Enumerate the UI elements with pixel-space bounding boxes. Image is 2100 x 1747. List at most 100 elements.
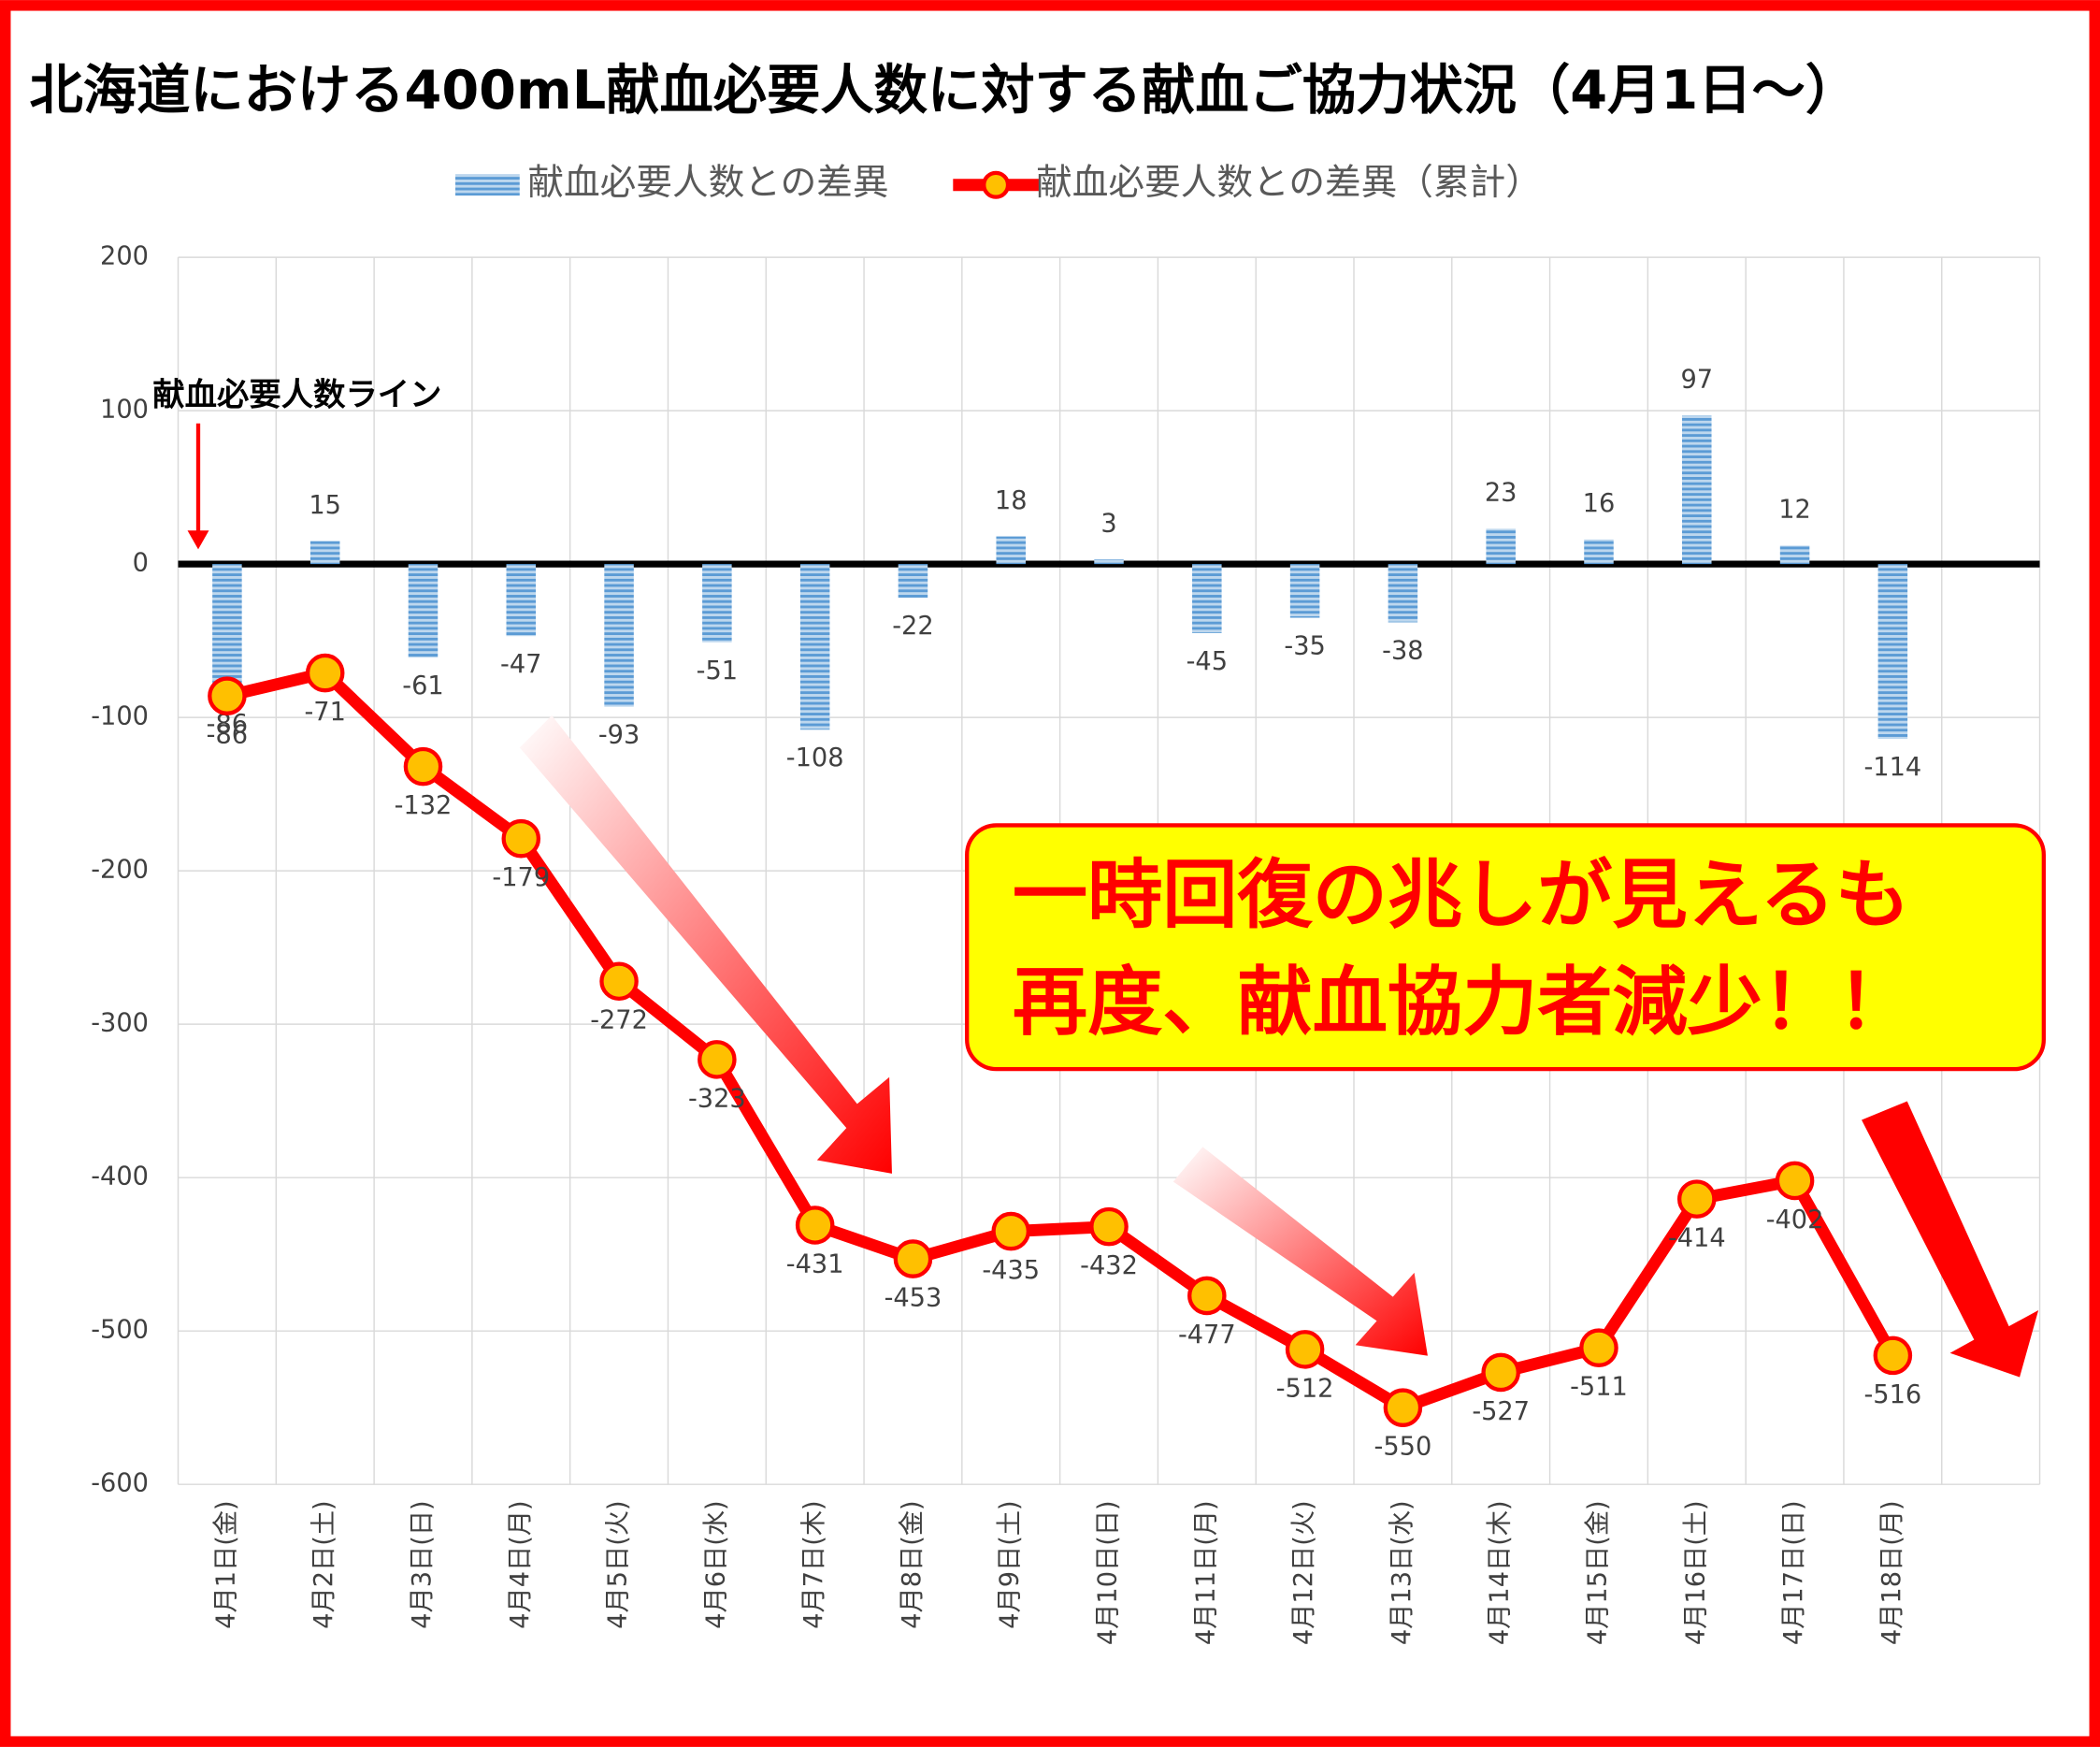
line-label: -516: [1863, 1380, 1921, 1409]
bar-label: 15: [309, 491, 341, 520]
bar: [604, 564, 634, 707]
x-tick-label: 4月10日(日): [1094, 1500, 1123, 1645]
bar-label: 23: [1485, 479, 1517, 508]
line-label: -414: [1668, 1224, 1726, 1253]
legend-label: 献血必要人数との差異（累計）: [1036, 162, 1542, 204]
bar-label: -22: [892, 612, 933, 641]
bar: [1486, 528, 1516, 565]
x-tick-label: 4月18日(月): [1877, 1500, 1906, 1645]
legend-label: 献血必要人数との差異: [527, 162, 888, 204]
line-label: -86: [207, 721, 248, 750]
bar-label: 97: [1680, 365, 1713, 394]
y-tick-label: -100: [91, 702, 149, 731]
y-tick-label: -300: [91, 1009, 149, 1038]
line-label: -432: [1080, 1251, 1138, 1280]
plot: -600 -500 -400 -300 -200 -100 0 100 200 4月1日(金) 4月…: [91, 242, 2041, 1645]
callout-text: 再度、献血協力者減少！！: [1013, 959, 1912, 1046]
bar-label: 16: [1583, 489, 1616, 518]
y-tick-label: -200: [91, 856, 149, 885]
line-label: -71: [304, 698, 345, 727]
x-tick-label: 4月16日(土): [1681, 1500, 1710, 1645]
x-tick-label: 4月1日(金): [211, 1500, 240, 1628]
bar: [898, 564, 928, 599]
bar: [799, 564, 830, 730]
bar-label: -38: [1382, 636, 1423, 665]
line-label: -435: [982, 1256, 1040, 1285]
marker: [1481, 1352, 1520, 1393]
bar: [1877, 564, 1908, 740]
bar-label: -108: [786, 744, 844, 772]
marker: [1187, 1276, 1227, 1316]
x-tick-label: 4月15日(金): [1583, 1500, 1612, 1645]
bar: [1094, 559, 1124, 565]
arrow-head: [187, 530, 209, 550]
line-label: -477: [1178, 1321, 1236, 1350]
callout: [965, 823, 2046, 1072]
y-tick-label: -500: [91, 1316, 149, 1345]
bar: [408, 564, 439, 658]
marker: [1873, 1336, 1913, 1376]
bar: [702, 564, 732, 642]
bar: [309, 541, 340, 565]
marker: [1285, 1330, 1325, 1369]
line-label: -511: [1570, 1373, 1628, 1402]
marker: [1677, 1179, 1717, 1219]
bar-label: -61: [402, 671, 443, 700]
marker: [893, 1239, 933, 1278]
bar-label: -45: [1187, 647, 1228, 676]
bar-label: 18: [995, 486, 1028, 515]
bar-label: -114: [1863, 753, 1921, 782]
marker: [208, 676, 247, 715]
annotation: 献血必要人数ライン: [152, 377, 441, 414]
trend-arrow: [1172, 1147, 1428, 1356]
legend: 献血必要人数との差異 献血必要人数との差異（累計）: [455, 162, 1542, 204]
line-label: -323: [688, 1084, 746, 1113]
marker: [1579, 1328, 1618, 1367]
line-label: -132: [395, 791, 453, 820]
x-tick-label: 4月9日(土): [996, 1500, 1025, 1628]
line-label: -453: [885, 1284, 942, 1313]
bar: [212, 564, 242, 697]
marker: [698, 1040, 737, 1079]
y-tick-label: -600: [91, 1469, 149, 1498]
bar-label: 12: [1778, 496, 1811, 525]
bar: [1388, 564, 1418, 623]
bar: [506, 564, 537, 637]
line-label: -527: [1472, 1397, 1530, 1426]
line-label: -272: [590, 1006, 648, 1035]
marker: [305, 653, 345, 693]
bar-label: -51: [697, 657, 738, 686]
x-tick-label: 4月14日(木): [1486, 1500, 1515, 1645]
x-tick-label: 4月8日(金): [898, 1500, 927, 1628]
x-tick-label: 4月7日(木): [799, 1500, 828, 1628]
bar-label: -35: [1284, 632, 1325, 661]
bar-label: -93: [598, 721, 640, 750]
y-tick-label: 0: [133, 549, 149, 578]
line-label: -431: [786, 1249, 844, 1278]
bar-label: -47: [500, 650, 541, 679]
line-label: -512: [1276, 1374, 1334, 1403]
x-tick-label: 4月17日(日): [1779, 1500, 1808, 1645]
bar: [1192, 564, 1222, 633]
y-tick-label: 100: [100, 396, 149, 425]
callout-text: 一時回復の兆しが見えるも: [1013, 852, 1910, 939]
y-tick-label: 200: [100, 242, 149, 271]
marker: [1383, 1388, 1423, 1427]
y-tick-label: -400: [91, 1162, 149, 1191]
bar: [1779, 545, 1810, 565]
line-label: -550: [1374, 1433, 1432, 1462]
marker: [795, 1206, 835, 1245]
marker: [1775, 1161, 1815, 1201]
bar: [1682, 415, 1712, 565]
trend-arrow: [519, 715, 892, 1174]
x-tick-label: 4月2日(土): [309, 1500, 338, 1628]
x-tick-label: 4月4日(月): [506, 1500, 535, 1628]
line-label: -402: [1766, 1206, 1824, 1234]
marker: [501, 818, 541, 859]
bar-label: 3: [1100, 509, 1116, 538]
marker: [403, 746, 443, 787]
bar: [1584, 539, 1614, 565]
bar: [1289, 564, 1320, 618]
x-tick-label: 4月5日(火): [604, 1500, 633, 1628]
